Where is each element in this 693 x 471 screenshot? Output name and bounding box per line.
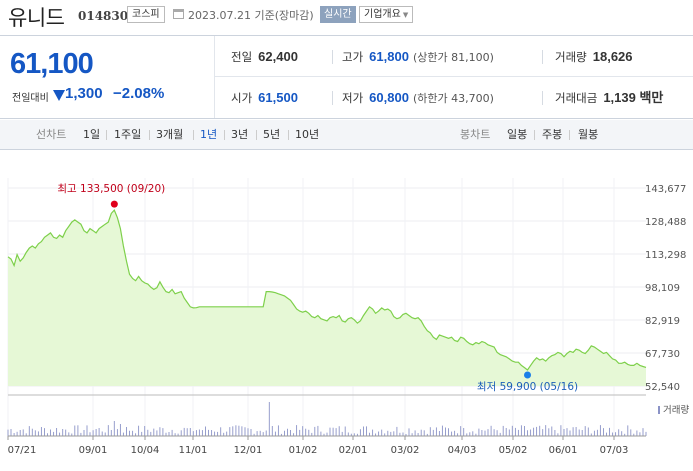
open-label: 시가 [231, 91, 253, 105]
x-tick-label: 12/01 [234, 445, 263, 456]
volume-legend: 거래량 [663, 404, 689, 416]
price-line [7, 208, 647, 371]
tab-3y[interactable]: 3년 [231, 128, 249, 141]
divider [224, 130, 225, 140]
tab-daily[interactable]: 일봉 [507, 128, 528, 141]
tab-1d[interactable]: 1일 [83, 128, 101, 141]
divider [542, 91, 543, 105]
x-tick-label: 06/01 [549, 445, 578, 456]
prev-close-cell: 전일 62,400 [231, 36, 298, 77]
prev-close-value: 62,400 [258, 49, 298, 64]
current-price-box: 61,100 전일대비 1,300 −2.08% [0, 36, 215, 118]
high-annotation: 최고 133,500 (09/20) [57, 183, 165, 195]
y-tick-label: 52,540 [645, 382, 680, 393]
chevron-down-icon: ▼ [402, 11, 409, 19]
amount-value: 1,139 백만 [603, 90, 664, 105]
y-tick-label: 128,488 [645, 217, 686, 228]
company-overview-dropdown[interactable]: 기업개요 ▼ [359, 6, 414, 23]
tab-monthly[interactable]: 월봉 [578, 128, 599, 141]
line-chart-label: 선차트 [36, 128, 67, 141]
divider [542, 50, 543, 64]
x-tick-label: 02/01 [339, 445, 368, 456]
low-label: 저가 [342, 91, 364, 105]
y-tick-label: 82,919 [645, 316, 680, 327]
x-tick-label: 09/01 [79, 445, 108, 456]
price-chart: 143,677 128,488 113,298 98,109 82,919 67,730 5… [0, 150, 693, 471]
y-tick-label: 67,730 [645, 349, 680, 360]
x-tick-label: 10/04 [131, 445, 160, 456]
volume-legend-swatch [658, 406, 660, 414]
high-value: 61,800 [369, 49, 409, 64]
divider [332, 91, 333, 105]
divider [288, 130, 289, 140]
price-detail-grid: 전일 62,400 고가 61,800 (상한가 81,100) 거래량 18,626 … [215, 36, 693, 118]
x-tick-label: 07/03 [600, 445, 629, 456]
volume-label: 거래량 [555, 50, 587, 64]
tab-10y[interactable]: 10년 [295, 128, 320, 141]
open-cell: 시가 61,500 [231, 77, 298, 118]
x-tick-label: 11/01 [179, 445, 208, 456]
current-price: 61,100 [10, 48, 94, 80]
divider [569, 130, 570, 140]
low-cell: 저가 60,800 (하한가 43,700) [342, 77, 494, 118]
stock-code: 014830 [78, 9, 129, 23]
price-summary: 61,100 전일대비 1,300 −2.08% 전일 62,400 고가 61,8… [0, 35, 693, 119]
tab-1y[interactable]: 1년 [200, 128, 218, 141]
open-value: 61,500 [258, 90, 298, 105]
calendar-icon [173, 9, 184, 19]
tab-weekly[interactable]: 주봉 [542, 128, 563, 141]
price-chart-svg: 143,677 128,488 113,298 98,109 82,919 67,730 5… [7, 178, 689, 456]
x-tick-label: 07/21 [8, 445, 37, 456]
tab-5y[interactable]: 5년 [263, 128, 281, 141]
low-annotation: 최저 59,900 (05/16) [477, 381, 578, 393]
down-triangle-icon [53, 90, 65, 101]
price-row-1: 전일 62,400 고가 61,800 (상한가 81,100) 거래량 18,626 [215, 36, 693, 77]
low-value: 60,800 [369, 90, 409, 105]
change-value: 1,300 [65, 85, 103, 102]
tab-3m[interactable]: 3개월 [156, 128, 184, 141]
divider [193, 130, 194, 140]
tab-1w[interactable]: 1주일 [114, 128, 142, 141]
realtime-button[interactable]: 실시간 [320, 6, 356, 23]
divider [256, 130, 257, 140]
prev-close-label: 전일 [231, 50, 253, 64]
change-label: 전일대비 [12, 93, 49, 104]
x-tick-label: 05/02 [499, 445, 528, 456]
amount-cell: 거래대금 1,139 백만 [555, 77, 663, 118]
y-tick-label: 113,298 [645, 250, 686, 261]
price-row-2: 시가 61,500 저가 60,800 (하한가 43,700) 거래대금 1,139 … [215, 77, 693, 118]
stock-name: 유니드 [8, 6, 65, 30]
amount-label: 거래대금 [555, 91, 598, 105]
upper-limit: (상한가 81,100) [412, 51, 494, 64]
divider [332, 50, 333, 64]
chart-period-tabs: 선차트 1일 1주일 3개월 1년 3년 5년 10년 봉차트 일봉 주봉 월봉 [0, 120, 693, 150]
divider [106, 130, 107, 140]
company-overview-label: 기업개요 [364, 9, 401, 20]
price-area [8, 210, 646, 386]
lower-limit: (하한가 43,700) [412, 92, 494, 105]
x-tick-label: 03/02 [391, 445, 420, 456]
market-badge: 코스피 [127, 6, 165, 23]
volume-cell: 거래량 18,626 [555, 36, 633, 77]
volume-value: 18,626 [592, 49, 633, 64]
x-tick-label: 01/02 [289, 445, 318, 456]
high-label: 고가 [342, 50, 364, 64]
low-marker [524, 371, 532, 379]
y-tick-label: 98,109 [645, 283, 680, 294]
x-tick-label: 04/03 [448, 445, 477, 456]
change-percent: −2.08% [113, 85, 165, 102]
high-cell: 고가 61,800 (상한가 81,100) [342, 36, 494, 77]
divider [149, 130, 150, 140]
y-tick-label: 143,677 [645, 184, 686, 195]
reference-date: 2023.07.21 기준(장마감) [188, 9, 314, 22]
high-marker [110, 200, 118, 208]
divider [534, 130, 535, 140]
candle-chart-label: 봉차트 [460, 128, 491, 141]
stock-header: 유니드 014830 코스피 2023.07.21 기준(장마감) 실시간 기업… [0, 0, 693, 32]
